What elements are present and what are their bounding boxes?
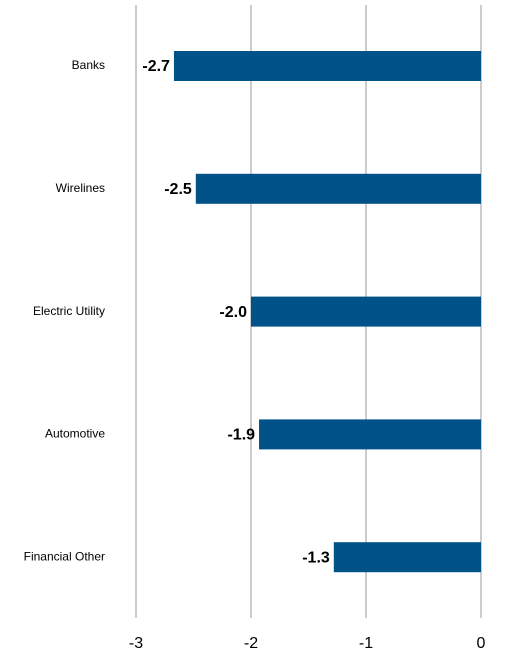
bar: [195, 173, 482, 204]
x-tick-label: -2: [244, 635, 258, 652]
bar: [333, 542, 481, 573]
category-label: Banks: [72, 58, 105, 72]
data-label: -2.7: [142, 58, 170, 75]
bar: [251, 296, 481, 327]
x-tick-label: -3: [129, 635, 143, 652]
data-label: -2.0: [219, 304, 247, 321]
data-label: -2.5: [164, 181, 192, 198]
bar: [259, 419, 481, 450]
category-label: Automotive: [45, 427, 105, 441]
category-label: Financial Other: [24, 549, 105, 563]
x-tick-label: -1: [359, 635, 373, 652]
x-tick-label: 0: [477, 635, 486, 652]
data-label: -1.3: [302, 549, 330, 566]
bar: [173, 51, 481, 81]
category-label: Electric Utility: [33, 304, 105, 318]
data-label: -1.9: [227, 427, 255, 444]
category-label: Wirelines: [56, 181, 105, 195]
